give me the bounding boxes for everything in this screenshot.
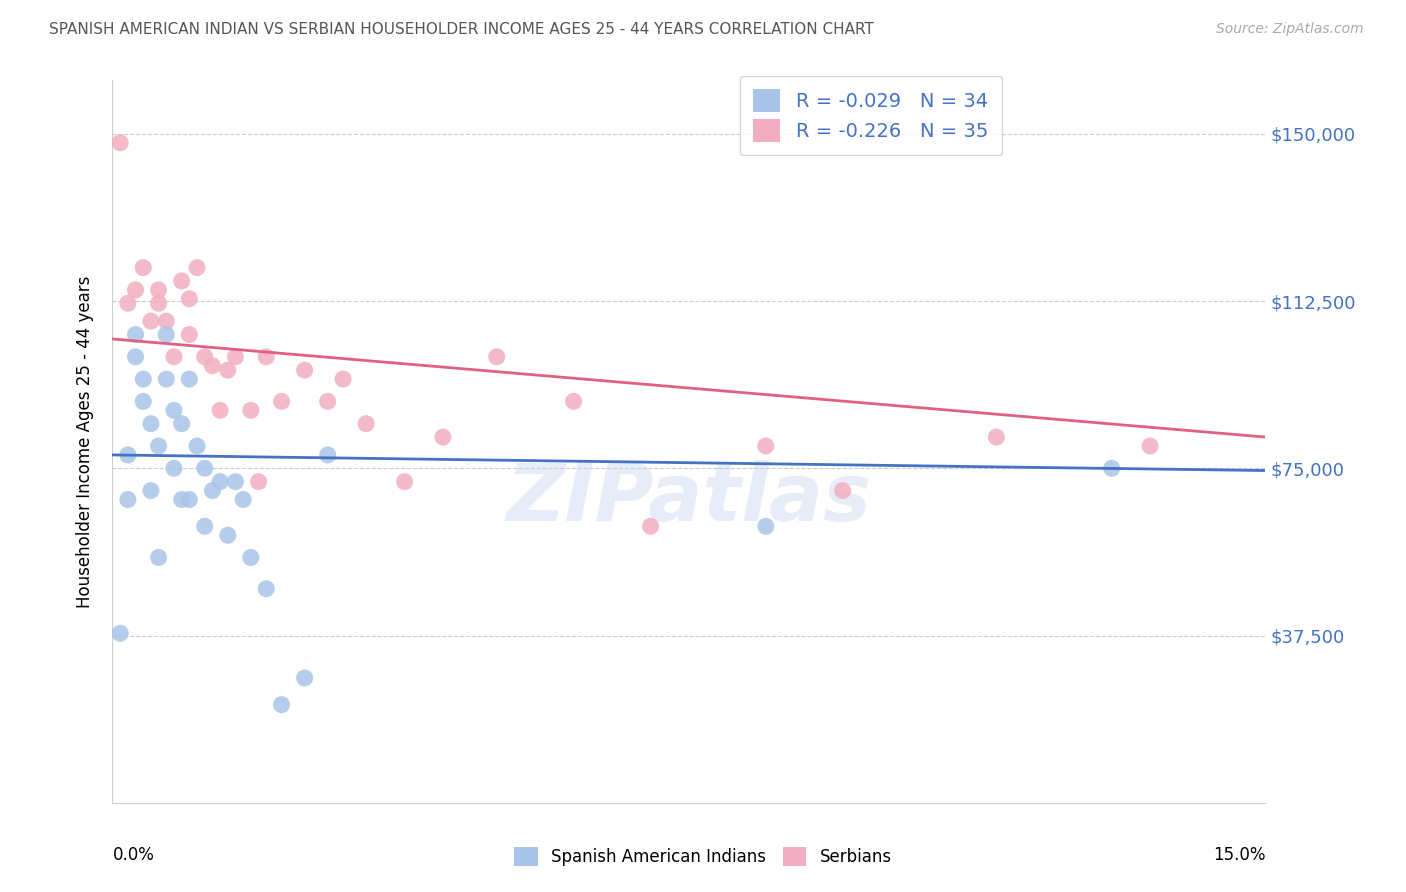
Point xyxy=(755,439,778,453)
Point xyxy=(163,461,186,475)
Legend: Spanish American Indians, Serbians: Spanish American Indians, Serbians xyxy=(506,838,900,875)
Point xyxy=(139,483,162,498)
Point xyxy=(155,372,177,386)
Point xyxy=(254,582,277,596)
Point xyxy=(163,403,186,417)
Point xyxy=(332,372,354,386)
Point xyxy=(201,359,224,373)
Point xyxy=(124,283,146,297)
Point xyxy=(170,274,193,288)
Point xyxy=(163,350,186,364)
Point xyxy=(186,439,208,453)
Text: ZIPatlas: ZIPatlas xyxy=(506,460,872,539)
Point xyxy=(1101,461,1123,475)
Point xyxy=(179,292,201,306)
Point xyxy=(108,626,131,640)
Point xyxy=(108,136,131,150)
Point xyxy=(148,283,170,297)
Point xyxy=(485,350,508,364)
Point xyxy=(394,475,416,489)
Point xyxy=(117,492,139,507)
Point xyxy=(132,260,155,275)
Point xyxy=(170,417,193,431)
Text: SPANISH AMERICAN INDIAN VS SERBIAN HOUSEHOLDER INCOME AGES 25 - 44 YEARS CORRELA: SPANISH AMERICAN INDIAN VS SERBIAN HOUSE… xyxy=(49,22,875,37)
Point xyxy=(194,519,217,533)
Point xyxy=(194,350,217,364)
Point xyxy=(117,448,139,462)
Point xyxy=(209,403,232,417)
Point xyxy=(224,350,246,364)
Point xyxy=(201,483,224,498)
Point xyxy=(232,492,254,507)
Text: Source: ZipAtlas.com: Source: ZipAtlas.com xyxy=(1216,22,1364,37)
Point xyxy=(117,296,139,310)
Point xyxy=(170,492,193,507)
Legend: R = -0.029   N = 34, R = -0.226   N = 35: R = -0.029 N = 34, R = -0.226 N = 35 xyxy=(740,76,1002,155)
Point xyxy=(179,492,201,507)
Point xyxy=(179,327,201,342)
Point xyxy=(254,350,277,364)
Point xyxy=(179,372,201,386)
Point xyxy=(294,671,316,685)
Point xyxy=(148,550,170,565)
Point xyxy=(270,698,292,712)
Point xyxy=(294,363,316,377)
Point xyxy=(640,519,662,533)
Point xyxy=(132,372,155,386)
Point xyxy=(247,475,270,489)
Point xyxy=(217,363,239,377)
Point xyxy=(831,483,853,498)
Point xyxy=(148,296,170,310)
Point xyxy=(124,327,146,342)
Point xyxy=(148,439,170,453)
Point xyxy=(316,394,339,409)
Y-axis label: Householder Income Ages 25 - 44 years: Householder Income Ages 25 - 44 years xyxy=(76,276,94,607)
Point xyxy=(562,394,585,409)
Point xyxy=(986,430,1008,444)
Point xyxy=(316,448,339,462)
Point xyxy=(155,314,177,328)
Point xyxy=(270,394,292,409)
Text: 15.0%: 15.0% xyxy=(1213,847,1265,864)
Point xyxy=(209,475,232,489)
Point xyxy=(139,314,162,328)
Point xyxy=(354,417,377,431)
Point xyxy=(155,327,177,342)
Text: 0.0%: 0.0% xyxy=(112,847,155,864)
Point xyxy=(124,350,146,364)
Point xyxy=(755,519,778,533)
Point xyxy=(224,475,246,489)
Point xyxy=(132,394,155,409)
Point xyxy=(186,260,208,275)
Point xyxy=(139,417,162,431)
Point xyxy=(432,430,454,444)
Point xyxy=(1139,439,1161,453)
Point xyxy=(239,403,262,417)
Point xyxy=(239,550,262,565)
Point xyxy=(217,528,239,542)
Point xyxy=(194,461,217,475)
